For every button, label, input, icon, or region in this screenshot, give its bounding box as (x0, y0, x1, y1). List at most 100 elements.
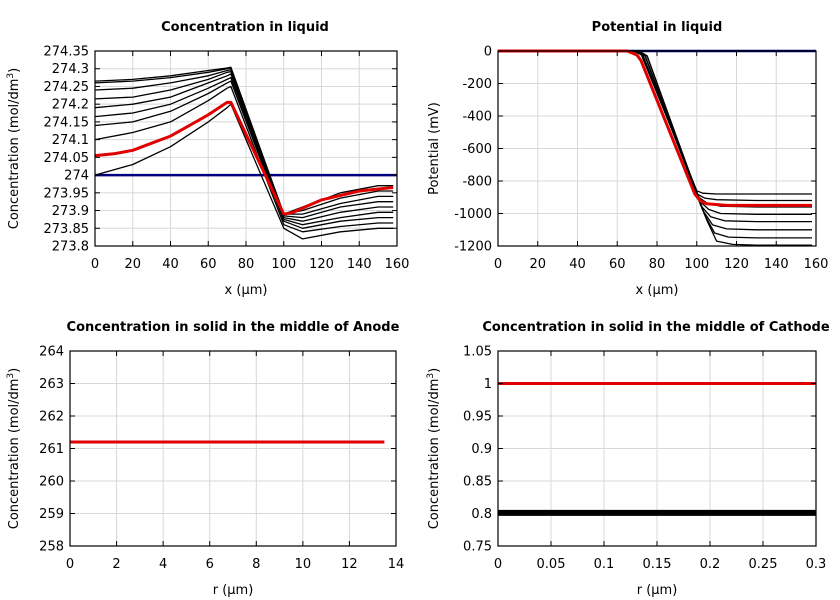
x-tick-label: 0.2 (700, 557, 721, 572)
y-axis-label-superscript: 3 (6, 73, 16, 79)
x-tick-label: 12 (341, 557, 358, 572)
series-line-5 (94, 76, 394, 226)
y-axis-label-main: Concentration (mol/dm (7, 379, 22, 530)
chart-panel-2: 0 20 40 60 80 100 120 140 160 -1200 -1000 -800 -600 -… (427, 20, 828, 298)
chart-title: Concentration in liquid (161, 20, 329, 35)
x-tick-label: 120 (309, 257, 334, 272)
x-axis-label: r (µm) (213, 583, 254, 598)
y-axis-label: Concentration (mol/dm3) (6, 368, 22, 530)
y-tick-label: 260 (39, 475, 64, 490)
series-line-2 (498, 50, 812, 195)
x-tick-label: 4 (159, 557, 167, 572)
x-tick-label: 100 (684, 257, 709, 272)
y-tick-label: -600 (462, 142, 492, 157)
series-line-5 (498, 50, 812, 215)
series-line-10 (94, 66, 394, 215)
chart-panel-4: 0 0.05 0.1 0.15 0.2 0.25 0.3 0.75 0.8 0.85 0.9 0.95… (426, 320, 830, 598)
x-tick-label: 80 (649, 257, 666, 272)
y-tick-label: -1000 (454, 207, 492, 222)
x-tick-label: 0 (494, 557, 502, 572)
series-line-4 (498, 50, 812, 208)
y-axis-label: Potential (mV) (427, 102, 442, 195)
chart-title: Potential in liquid (592, 20, 723, 35)
series-line-3 (498, 50, 812, 202)
x-tick-label: 40 (162, 257, 179, 272)
series-line-6 (94, 73, 394, 222)
x-tick-label: 0.3 (806, 557, 827, 572)
x-tick-label: 0 (91, 257, 99, 272)
y-tick-label: -1200 (454, 240, 492, 255)
x-tick-label: 40 (569, 257, 586, 272)
y-tick-label: -400 (462, 110, 492, 125)
x-tick-label: 0 (494, 257, 502, 272)
y-tick-label: 274.05 (44, 151, 90, 166)
y-tick-label: 262 (39, 410, 64, 425)
y-tick-label: 259 (39, 507, 64, 522)
series-line-4 (94, 80, 394, 229)
y-tick-label: 273.8 (52, 240, 89, 255)
y-tick-label: -800 (462, 175, 492, 190)
y-axis-label-tail: ) (7, 368, 22, 373)
x-tick-label: 10 (295, 557, 312, 572)
y-axis-label-main: Concentration (mol/dm (7, 79, 22, 230)
x-axis-label: r (µm) (637, 583, 678, 598)
y-tick-label: 0.75 (463, 540, 492, 555)
y-tick-label: 274.35 (44, 45, 90, 60)
series-line-7 (94, 70, 394, 219)
x-tick-label: 8 (252, 557, 260, 572)
chart-title: Concentration in solid in the middle of … (67, 320, 400, 335)
y-axis-label-main: Concentration (mol/dm (427, 379, 442, 530)
y-tick-label: 1.05 (463, 345, 492, 360)
y-axis-label: Concentration (mol/dm3) (6, 68, 22, 230)
x-tick-label: 20 (124, 257, 141, 272)
y-axis-label-superscript: 3 (426, 373, 436, 379)
x-tick-label: 0.05 (537, 557, 566, 572)
y-tick-label: -200 (462, 77, 492, 92)
y-tick-label: 273.9 (52, 204, 89, 219)
y-tick-label: 274.1 (52, 133, 89, 148)
x-tick-label: 0.25 (749, 557, 778, 572)
y-tick-label: 264 (39, 345, 64, 360)
x-tick-label: 14 (388, 557, 405, 572)
y-tick-label: 274.15 (44, 115, 90, 130)
x-tick-label: 0.1 (594, 557, 615, 572)
y-tick-label: 274.3 (52, 62, 89, 77)
x-tick-label: 80 (238, 257, 255, 272)
x-tick-label: 2 (112, 557, 120, 572)
series-line-9 (498, 50, 812, 246)
x-tick-label: 140 (764, 257, 789, 272)
chart-panel-1: 0 20 40 60 80 100 120 140 160 273.8 273.85 273.9 273… (6, 20, 409, 298)
y-tick-label: 273.95 (44, 186, 90, 201)
x-tick-label: 20 (529, 257, 546, 272)
y-tick-label: 273.85 (44, 222, 90, 237)
series-line-3 (94, 85, 394, 233)
series-line-2 (94, 103, 394, 240)
x-tick-label: 160 (385, 257, 410, 272)
x-tick-label: 160 (804, 257, 829, 272)
y-tick-label: 0.8 (471, 507, 492, 522)
y-tick-label: 0.9 (471, 442, 492, 457)
y-axis-label-tail: ) (7, 68, 22, 73)
series-line-11 (94, 100, 394, 216)
chart-panel-3: 0 2 4 6 8 10 12 14258259260261262263264Concentr… (6, 320, 404, 598)
x-tick-label: 6 (206, 557, 214, 572)
y-tick-label: 274.25 (44, 80, 90, 95)
y-tick-label: 274.2 (52, 98, 89, 113)
y-tick-label: 0.95 (463, 410, 492, 425)
x-axis-label: x (µm) (636, 283, 679, 298)
x-tick-label: 0.15 (643, 557, 672, 572)
x-tick-label: 0 (66, 557, 74, 572)
y-axis-label-superscript: 3 (6, 373, 16, 379)
y-tick-label: 258 (39, 540, 64, 555)
y-tick-label: 1 (484, 377, 492, 392)
series-line-7 (498, 50, 812, 231)
y-axis-label-main: Potential (mV) (427, 102, 442, 195)
y-tick-label: 0 (484, 45, 492, 60)
chart-title: Concentration in solid in the middle of … (482, 320, 830, 335)
x-tick-label: 60 (609, 257, 626, 272)
x-tick-label: 140 (347, 257, 372, 272)
y-axis-label-tail: ) (427, 368, 442, 373)
y-tick-label: 263 (39, 377, 64, 392)
x-tick-label: 60 (200, 257, 217, 272)
